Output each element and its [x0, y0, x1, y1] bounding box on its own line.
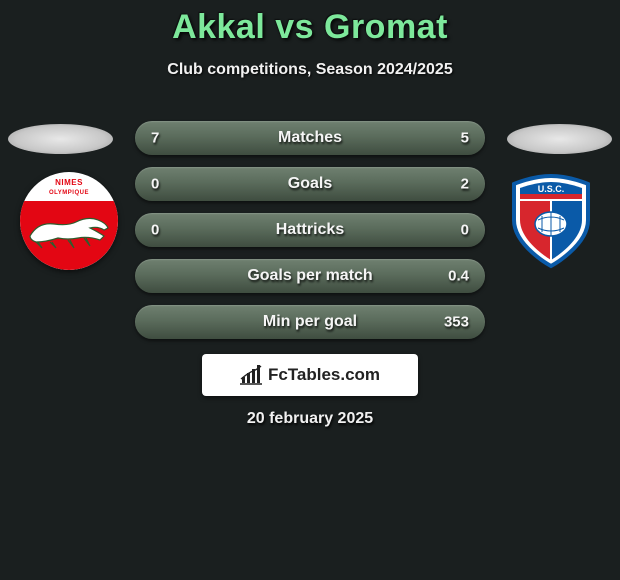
decorative-ellipse-left: [8, 124, 113, 154]
stat-left-value: 0: [151, 176, 159, 193]
nimes-crest: NIMES OLYMPIQUE: [20, 172, 118, 270]
crest-text-top: NIMES: [55, 178, 83, 187]
stat-row: 7 Matches 5: [135, 121, 485, 155]
stat-label: Hattricks: [276, 221, 344, 239]
stat-label: Goals: [288, 175, 332, 193]
team-right-badge: U.S.C.: [502, 172, 600, 270]
comparison-card: Akkal vs Gromat Club competitions, Seaso…: [0, 0, 620, 450]
brand-label: FcTables.com: [268, 365, 380, 385]
stat-left-value: 7: [151, 130, 159, 147]
stat-right-value: 5: [461, 130, 469, 147]
stat-row: Min per goal 353: [135, 305, 485, 339]
stat-right-value: 2: [461, 176, 469, 193]
stat-right-value: 0.4: [448, 268, 469, 285]
stat-label: Matches: [278, 129, 342, 147]
stat-left-value: 0: [151, 222, 159, 239]
nimes-crest-text: NIMES OLYMPIQUE: [20, 178, 118, 196]
team-left-badge: NIMES OLYMPIQUE: [20, 172, 118, 270]
stat-row: Goals per match 0.4: [135, 259, 485, 293]
crocodile-icon: [28, 212, 110, 250]
stats-block: 7 Matches 5 0 Goals 2 0 Hattricks 0 Goal…: [135, 121, 485, 351]
stat-label: Goals per match: [247, 267, 372, 285]
season-subtitle: Club competitions, Season 2024/2025: [0, 61, 620, 79]
stat-label: Min per goal: [263, 313, 357, 331]
brand-box[interactable]: FcTables.com: [202, 354, 418, 396]
crest-text-sub: OLYMPIQUE: [49, 190, 89, 196]
bar-chart-icon: [240, 365, 262, 385]
stat-row: 0 Goals 2: [135, 167, 485, 201]
stat-right-value: 353: [444, 314, 469, 331]
decorative-ellipse-right: [507, 124, 612, 154]
usc-crest: U.S.C.: [502, 172, 600, 270]
comparison-date: 20 february 2025: [0, 410, 620, 428]
stat-right-value: 0: [461, 222, 469, 239]
stat-row: 0 Hattricks 0: [135, 213, 485, 247]
page-title: Akkal vs Gromat: [0, 0, 620, 47]
usc-crest-text: U.S.C.: [538, 184, 565, 194]
